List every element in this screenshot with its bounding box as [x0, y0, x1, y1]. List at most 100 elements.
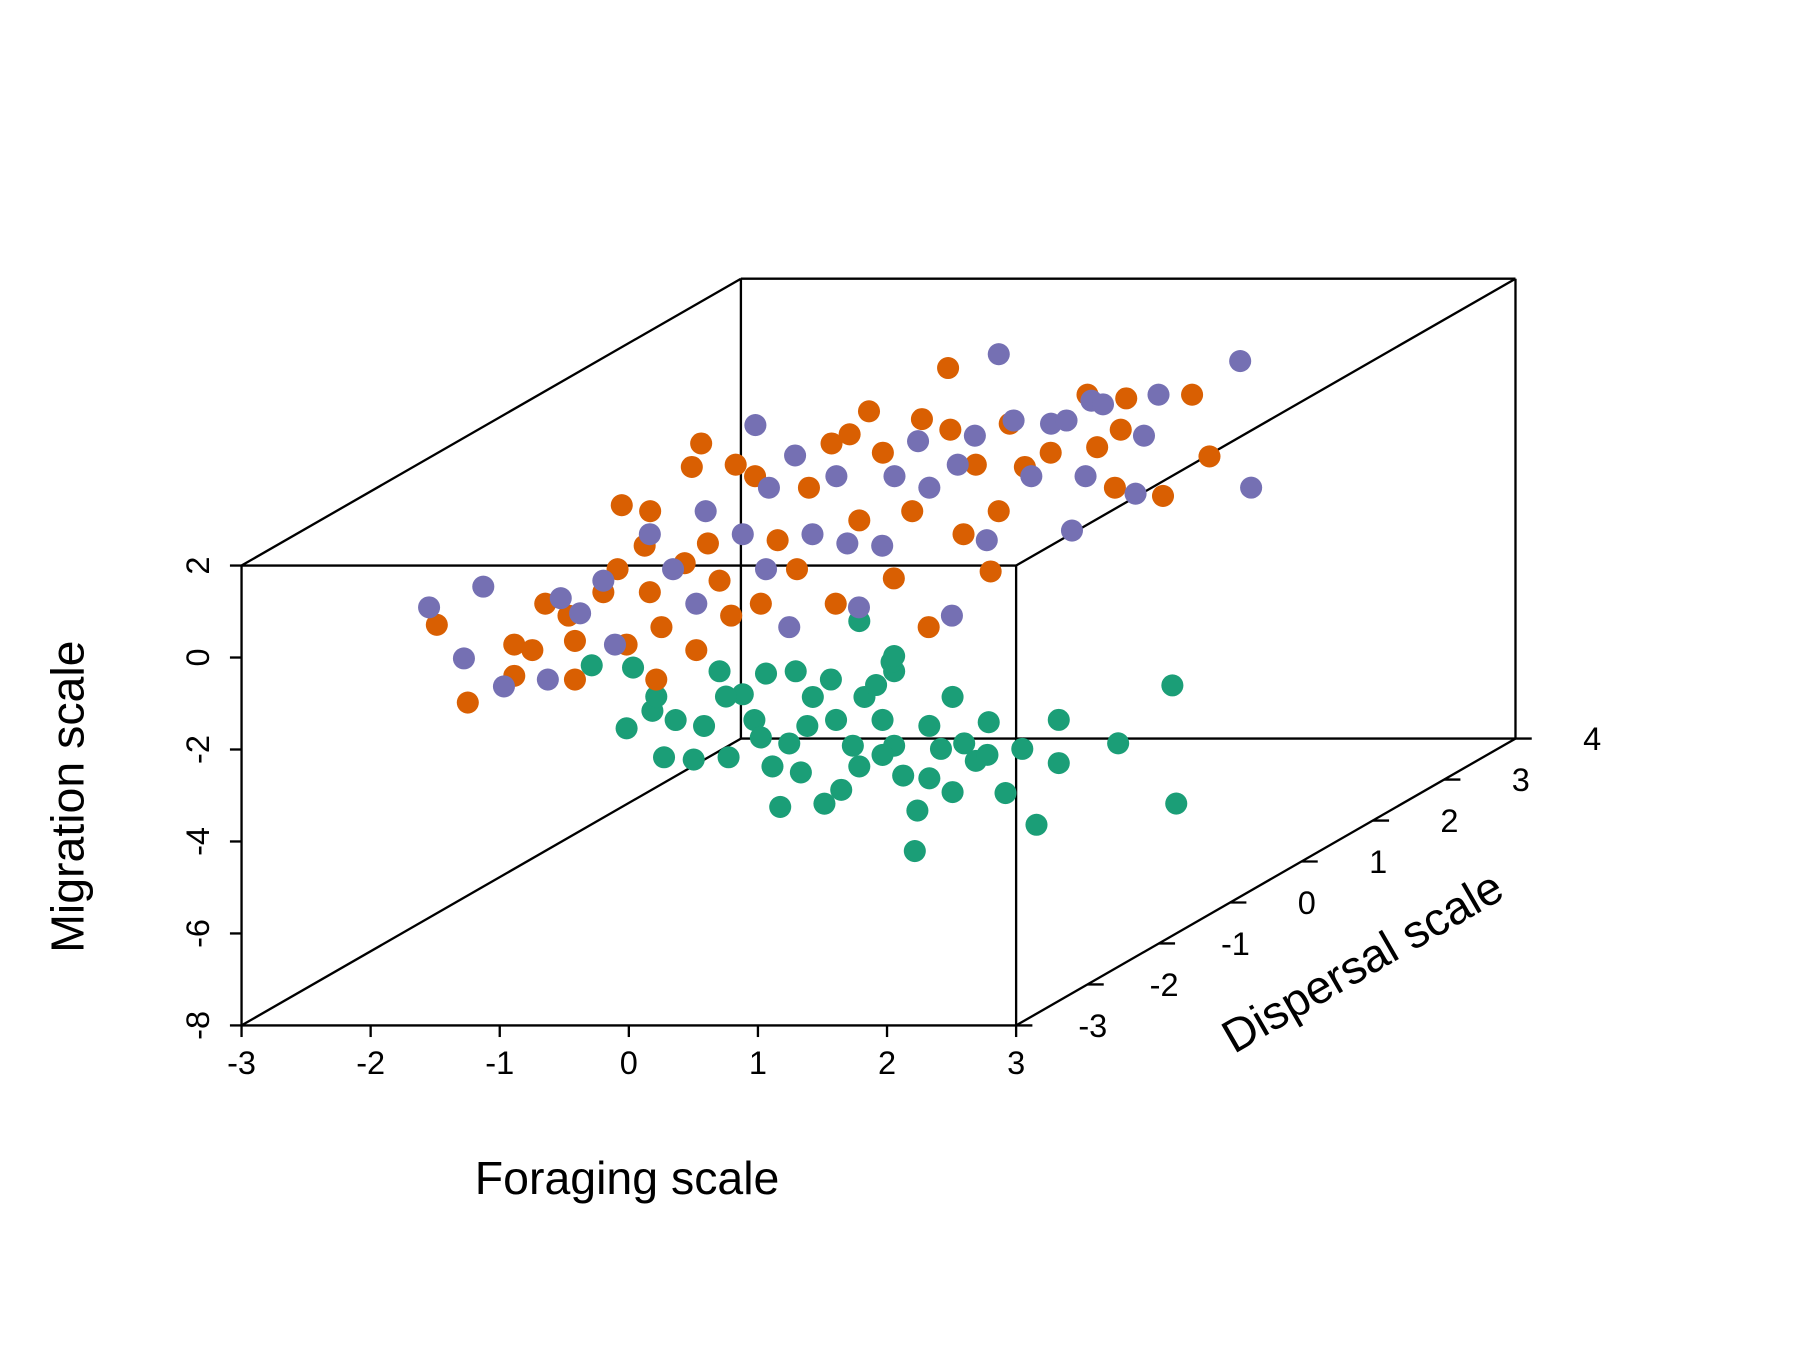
point	[521, 639, 544, 662]
point	[987, 343, 1010, 366]
point	[744, 414, 767, 437]
point	[662, 558, 685, 581]
point	[813, 792, 836, 815]
point	[901, 500, 924, 523]
point	[685, 592, 708, 615]
point	[650, 616, 673, 639]
point	[907, 430, 930, 453]
point	[645, 668, 668, 691]
point	[690, 432, 713, 455]
point	[652, 746, 676, 769]
point	[987, 500, 1010, 523]
point	[714, 685, 738, 708]
z-tick-label: -6	[180, 919, 216, 948]
point	[580, 654, 603, 677]
point	[645, 685, 668, 708]
point	[937, 356, 960, 380]
box-edge	[1015, 277, 1517, 567]
point	[638, 581, 661, 604]
point	[1229, 350, 1252, 373]
point	[946, 453, 969, 476]
point	[801, 523, 824, 546]
point	[724, 453, 747, 476]
point	[757, 476, 780, 499]
y-tick-label: 2	[1440, 803, 1458, 839]
point	[918, 714, 941, 737]
point	[1011, 737, 1034, 760]
y-axis-title: Dispersal scale	[1213, 860, 1512, 1062]
point	[680, 455, 703, 479]
y-tick-label: 0	[1298, 885, 1316, 921]
point	[883, 645, 906, 668]
point	[977, 711, 1000, 734]
point	[1039, 441, 1062, 464]
point	[871, 534, 894, 557]
point	[910, 408, 933, 431]
z-axis-title: Migration scale	[42, 640, 94, 952]
point	[622, 656, 645, 679]
point	[952, 523, 975, 546]
x-tick-label: 0	[620, 1045, 638, 1081]
point	[472, 575, 495, 598]
x-tick-label: -2	[356, 1045, 385, 1081]
point	[847, 596, 870, 619]
z-tick-label: -2	[180, 735, 216, 764]
point	[682, 748, 705, 771]
point	[1074, 465, 1097, 488]
y-tick-label: 1	[1369, 844, 1387, 880]
point	[865, 673, 888, 697]
point	[708, 660, 731, 683]
x-axis-title: Foraging scale	[475, 1152, 780, 1204]
point	[882, 567, 905, 590]
point	[892, 764, 915, 787]
point	[536, 668, 559, 691]
point	[1047, 708, 1070, 731]
point	[830, 778, 853, 801]
point	[1091, 393, 1115, 416]
point	[1055, 409, 1078, 432]
point	[871, 708, 894, 732]
point	[754, 662, 778, 685]
point	[1115, 387, 1138, 410]
point	[1086, 436, 1109, 459]
point	[708, 569, 731, 592]
y-tick-label: -2	[1150, 967, 1179, 1003]
point	[848, 755, 871, 778]
y-tick-label: -1	[1221, 926, 1250, 962]
point	[425, 613, 448, 636]
point	[754, 558, 778, 581]
box-edge	[1015, 737, 1517, 1027]
box-edge	[240, 737, 742, 1027]
point	[1103, 476, 1126, 499]
point	[603, 633, 627, 656]
point	[819, 668, 842, 691]
point	[953, 732, 976, 755]
point	[664, 708, 687, 732]
point	[903, 839, 926, 863]
point	[1124, 482, 1147, 505]
point	[766, 529, 789, 552]
point	[820, 432, 843, 455]
point	[749, 726, 772, 749]
point	[1025, 813, 1048, 836]
point	[784, 444, 807, 467]
point	[492, 675, 515, 698]
point	[639, 500, 662, 523]
point	[1047, 752, 1070, 775]
point	[871, 743, 894, 766]
point	[503, 633, 526, 656]
point	[749, 592, 772, 615]
point	[785, 558, 809, 581]
point	[592, 569, 615, 592]
point	[1107, 732, 1130, 755]
x-tick-label: -3	[227, 1045, 256, 1081]
point	[1165, 792, 1188, 815]
z-tick-label: -4	[180, 827, 216, 856]
point	[848, 509, 871, 532]
point	[638, 523, 661, 546]
y-tick-label: 3	[1512, 762, 1530, 798]
point	[1147, 383, 1170, 406]
point	[743, 708, 766, 732]
